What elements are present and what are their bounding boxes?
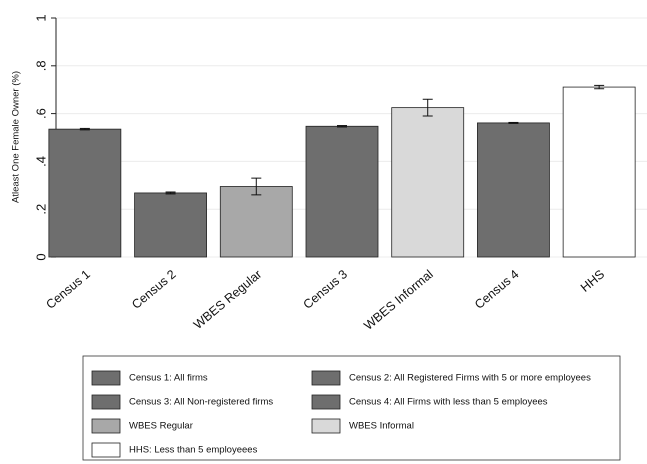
y-tick-label: .8 (33, 60, 48, 71)
legend-label: WBES Regular (129, 421, 193, 432)
legend-swatch (91, 370, 121, 386)
legend-swatch (91, 418, 121, 434)
y-tick-label: .4 (33, 156, 48, 167)
bar (305, 125, 379, 258)
legend-label: WBES Informal (349, 421, 414, 432)
x-tick-label: Census 1 (43, 267, 92, 312)
legend-label: Census 2: All Registered Firms with 5 or… (349, 373, 591, 384)
y-axis-label: Atleast One Female Owner (%) (11, 71, 22, 203)
legend-swatch (311, 370, 341, 386)
x-tick-label: Census 2 (129, 267, 178, 312)
y-tick-label: 1 (33, 14, 48, 21)
legend-swatch (91, 394, 121, 410)
bar (134, 192, 207, 258)
y-tick-label: .2 (33, 204, 48, 215)
legend-label: Census 4: All Firms with less than 5 emp… (349, 397, 548, 408)
x-tick-label: Census 4 (472, 267, 521, 312)
bar (562, 86, 636, 258)
legend-swatch (311, 418, 341, 434)
y-tick-label: .6 (33, 108, 48, 119)
x-tick-label: Census 3 (301, 267, 350, 312)
bar (219, 186, 293, 258)
y-tick-label: 0 (33, 253, 48, 260)
bar (391, 107, 465, 258)
bar (48, 128, 122, 258)
bar (477, 122, 550, 258)
legend-label: Census 1: All firms (129, 373, 208, 384)
legend-label: Census 3: All Non-registered firms (129, 397, 273, 408)
legend-swatch (91, 442, 121, 458)
x-tick-label: WBES Informal (361, 267, 435, 333)
legend-box (82, 355, 621, 461)
x-tick-label: HHS (578, 267, 607, 295)
x-tick-label: WBES Regular (191, 267, 264, 332)
legend-label: HHS: Less than 5 employeees (129, 445, 258, 456)
legend-swatch (311, 394, 341, 410)
